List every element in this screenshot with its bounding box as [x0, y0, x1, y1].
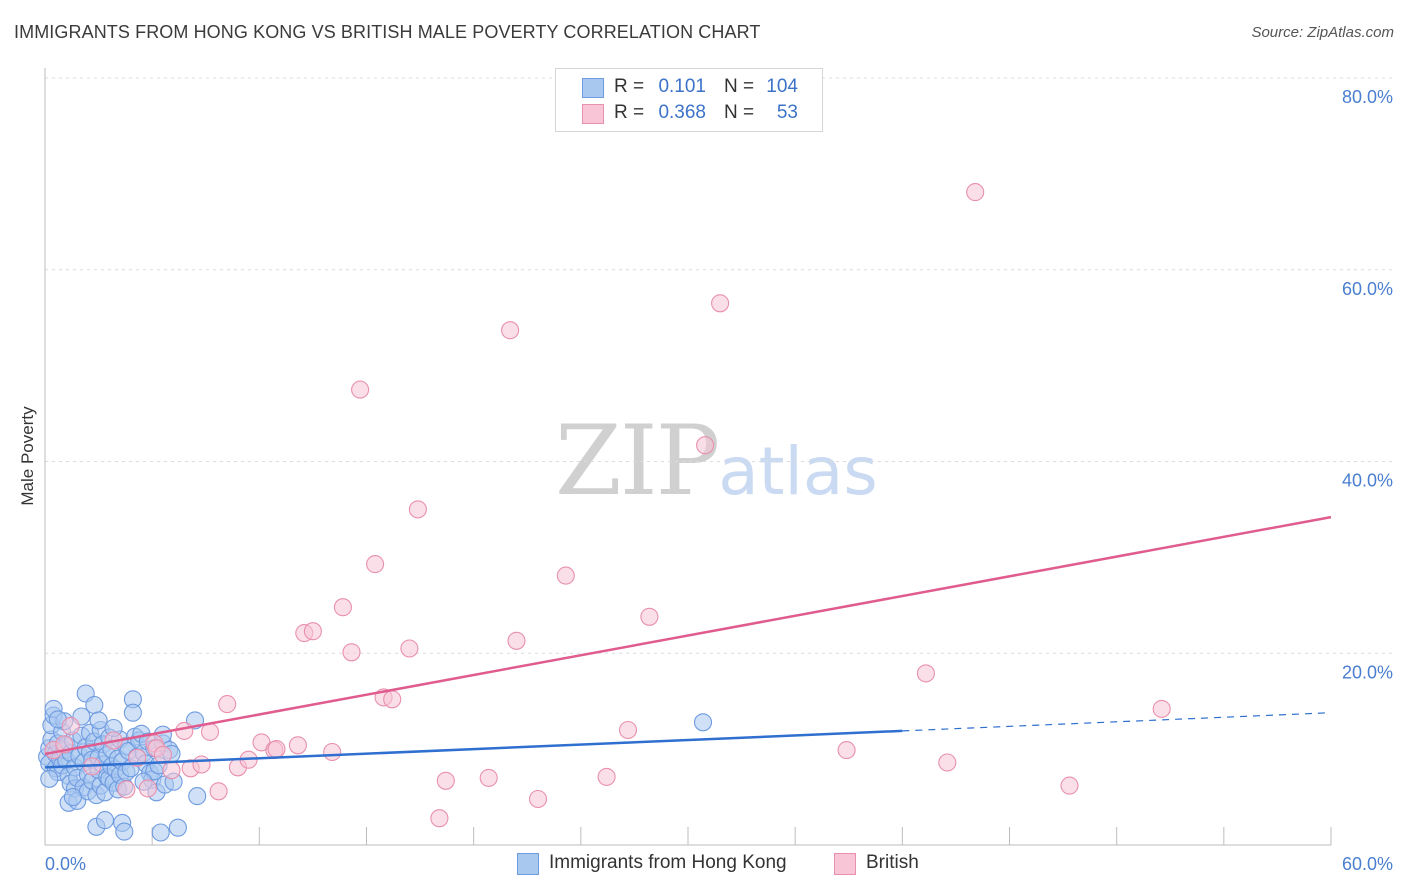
data-point	[303, 622, 322, 641]
data-point	[115, 822, 134, 841]
data-point	[430, 809, 449, 828]
y-tick-label-20: 20.0%	[1342, 662, 1393, 682]
data-point	[693, 713, 713, 732]
legend-row-hong-kong: R = 0.101 N = 104	[556, 76, 822, 102]
data-point	[40, 769, 59, 788]
data-point	[408, 500, 427, 519]
data-point	[151, 823, 170, 842]
legend-r-value: 0.368	[658, 102, 706, 123]
legend-swatch-british	[834, 853, 856, 875]
y-tick-label-40: 40.0%	[1342, 471, 1393, 491]
data-point	[95, 811, 115, 830]
watermark-zip: ZIP	[555, 405, 720, 517]
data-point	[696, 436, 715, 455]
data-point	[711, 294, 730, 313]
data-point	[333, 598, 352, 617]
data-point	[479, 768, 498, 787]
data-point	[383, 690, 402, 709]
legend-label-british: British	[866, 852, 919, 873]
x-tick-label-max: 60.0%	[1342, 854, 1393, 874]
axes	[44, 68, 1332, 846]
data-point	[501, 321, 520, 340]
data-point	[938, 753, 957, 772]
data-point	[218, 695, 237, 714]
data-point	[288, 736, 307, 755]
trend-lines	[44, 515, 1332, 769]
data-point	[267, 740, 286, 759]
correlation-legend: R = 0.101 N = 104 R = 0.368 N = 53	[555, 68, 823, 132]
legend-swatch-british	[582, 104, 604, 124]
chart-title: IMMIGRANTS FROM HONG KONG VS BRITISH MAL…	[14, 22, 761, 42]
data-point	[1060, 776, 1079, 795]
legend-n-label: N =	[724, 76, 755, 97]
data-point	[63, 788, 82, 807]
series-legend: Immigrants from Hong Kong British	[0, 852, 1406, 878]
tick-labels: 80.0% 60.0% 40.0% 20.0% 0.0% 60.0%	[45, 87, 1393, 874]
legend-swatch-hong-kong	[582, 78, 604, 98]
y-tick-label-80: 80.0%	[1342, 87, 1393, 107]
grid-lines	[45, 77, 1393, 654]
data-point	[556, 566, 575, 585]
data-point	[85, 695, 104, 715]
data-point	[200, 722, 220, 741]
legend-r-label: R =	[614, 76, 645, 97]
data-point	[209, 782, 228, 801]
data-point	[916, 664, 935, 683]
series-british-points	[44, 183, 1171, 828]
data-point	[188, 787, 207, 806]
data-point	[597, 767, 616, 786]
legend-label-hong-kong: Immigrants from Hong Kong	[549, 852, 787, 873]
legend-n-value: 104	[766, 76, 798, 97]
trend-line-series-0	[44, 729, 903, 769]
data-point	[323, 742, 342, 762]
data-point	[436, 771, 455, 790]
data-point	[507, 631, 526, 650]
legend-swatch-hong-kong	[517, 853, 539, 875]
data-point	[837, 741, 856, 760]
data-point	[966, 183, 985, 202]
y-tick-label-60: 60.0%	[1342, 279, 1393, 299]
x-tick-label-min: 0.0%	[45, 854, 86, 874]
legend-n-label: N =	[724, 102, 755, 123]
data-point	[168, 818, 187, 837]
trend-line-series-1	[44, 515, 1332, 756]
data-point	[175, 721, 194, 740]
watermark-atlas: atlas	[718, 433, 878, 510]
data-point	[138, 779, 157, 798]
legend-n-value: 53	[776, 102, 798, 123]
source-credit: Source: ZipAtlas.com	[1251, 24, 1394, 41]
data-point	[1152, 699, 1171, 718]
data-point	[123, 703, 142, 722]
data-point	[192, 755, 211, 774]
data-point	[366, 555, 385, 574]
legend-r-label: R =	[614, 102, 645, 123]
data-point	[618, 720, 638, 740]
watermark: ZIPatlas	[555, 405, 878, 517]
trend-extension-series-0	[902, 712, 1332, 732]
data-point	[61, 717, 80, 736]
data-point	[342, 643, 361, 662]
data-point	[89, 711, 108, 730]
legend-r-value: 0.101	[658, 76, 706, 97]
data-point	[640, 607, 659, 626]
data-point	[162, 761, 181, 780]
data-point	[117, 780, 136, 799]
data-point	[351, 380, 370, 399]
data-point	[528, 789, 548, 809]
data-point	[400, 639, 419, 658]
legend-row-british: R = 0.368 N = 53	[556, 102, 822, 128]
